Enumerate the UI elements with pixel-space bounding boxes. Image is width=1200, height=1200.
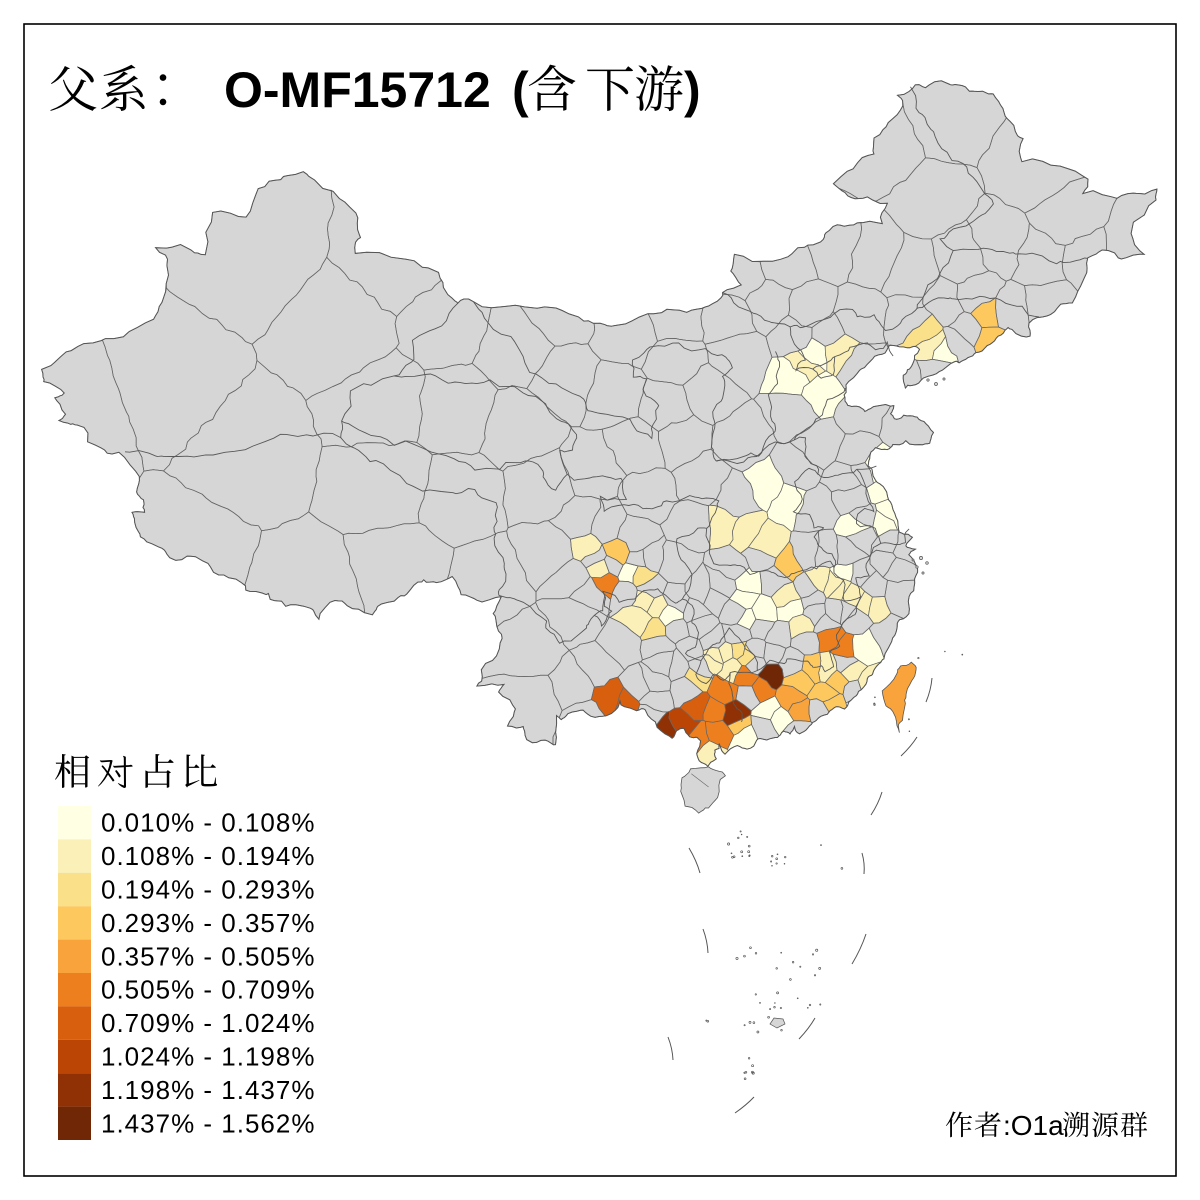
svg-text:0.505% - 0.709%: 0.505% - 0.709% [101, 975, 315, 1005]
svg-text:0.709% - 1.024%: 0.709% - 1.024% [101, 1008, 315, 1038]
svg-text:1.198% - 1.437%: 1.198% - 1.437% [101, 1075, 315, 1105]
svg-text:(: ( [512, 62, 529, 118]
svg-text:0.108% - 0.194%: 0.108% - 0.194% [101, 841, 315, 871]
svg-text:0.357% - 0.505%: 0.357% - 0.505% [101, 941, 315, 971]
svg-text::O1a: :O1a [1003, 1110, 1064, 1141]
svg-text:0.010% - 0.108%: 0.010% - 0.108% [101, 808, 315, 838]
svg-text:0.194% - 0.293%: 0.194% - 0.293% [101, 875, 315, 905]
svg-text:1.437% - 1.562%: 1.437% - 1.562% [101, 1108, 315, 1138]
svg-text:): ) [684, 62, 701, 118]
svg-text:0.293% - 0.357%: 0.293% - 0.357% [101, 908, 315, 938]
svg-text:1.024% - 1.198%: 1.024% - 1.198% [101, 1042, 315, 1072]
svg-text:O-MF15712: O-MF15712 [224, 62, 491, 118]
